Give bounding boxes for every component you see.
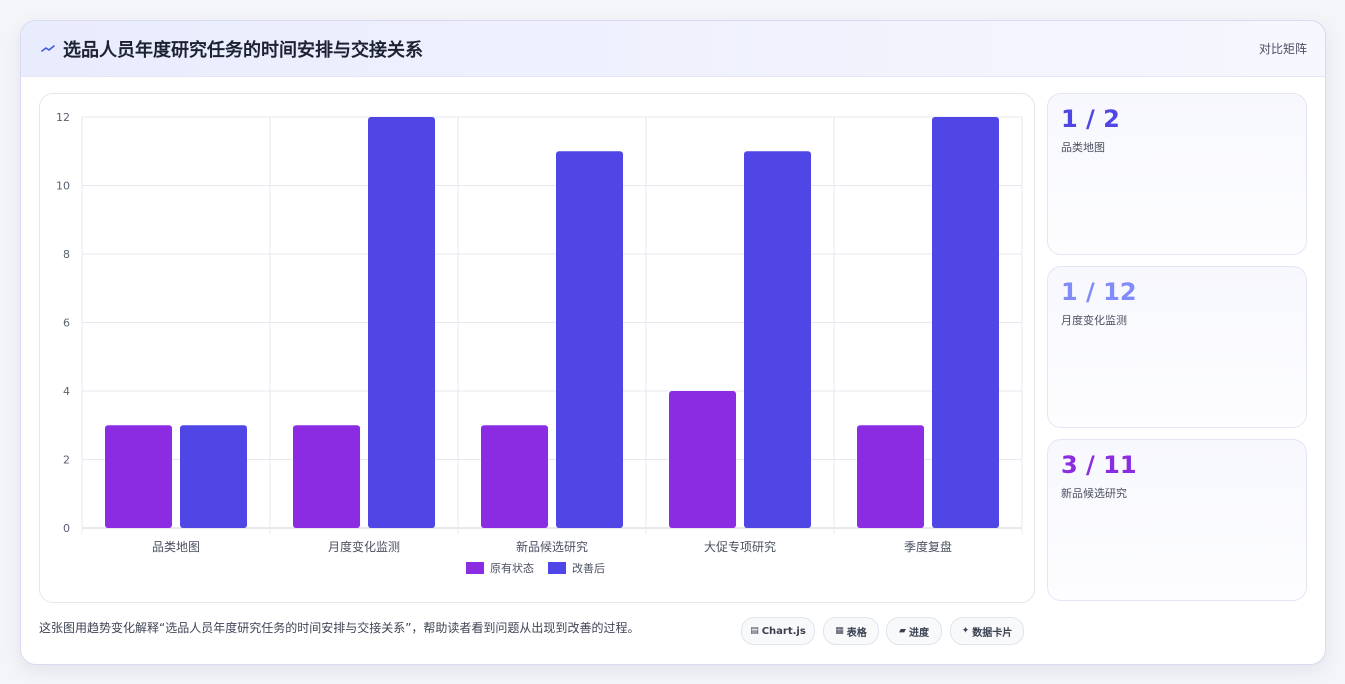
bar bbox=[481, 425, 548, 528]
legend-swatch bbox=[548, 562, 566, 574]
bar bbox=[857, 425, 924, 528]
chart-caption: 这张图用趋势变化解释“选品人员年度研究任务的时间安排与交接关系”，帮助读者看到问… bbox=[39, 621, 640, 635]
progress-tag-button[interactable]: ▰ 进度 bbox=[886, 617, 942, 645]
legend-swatch bbox=[466, 562, 484, 574]
bar bbox=[556, 151, 623, 528]
y-tick-label: 2 bbox=[63, 454, 70, 467]
bar bbox=[180, 425, 247, 528]
card-header: 选品人员年度研究任务的时间安排与交接关系 对比矩阵 bbox=[21, 21, 1325, 77]
x-tick-label: 大促专项研究 bbox=[704, 539, 776, 554]
bar bbox=[932, 117, 999, 528]
chart-panel: 0 2 4 6 8 10 12 品类地图 月度变化监测 新品候选研究 大促专项研究 季度复盘原有状态 改… bbox=[39, 93, 1035, 603]
trend-icon bbox=[41, 45, 55, 52]
pill-label: 表格 bbox=[846, 627, 867, 639]
stat-card-1: 1 / 2 品类地图 bbox=[1047, 93, 1307, 255]
data-card-tag-button[interactable]: ✦ 数据卡片 bbox=[950, 617, 1024, 645]
chartjs-tag-button[interactable]: ▤ Chart.js bbox=[741, 617, 815, 645]
y-tick-label: 10 bbox=[56, 180, 70, 193]
y-tick-label: 6 bbox=[63, 317, 70, 330]
legend-label: 改善后 bbox=[572, 561, 605, 575]
chart-icon: ▤ bbox=[750, 626, 759, 636]
bar bbox=[368, 117, 435, 528]
x-tick-label: 月度变化监测 bbox=[328, 539, 400, 554]
stat-value: 3 / 11 bbox=[1061, 451, 1137, 479]
table-tag-button[interactable]: ▦ 表格 bbox=[823, 617, 879, 645]
stat-card-2: 1 / 12 月度变化监测 bbox=[1047, 266, 1307, 428]
stat-value: 1 / 12 bbox=[1061, 278, 1137, 306]
x-tick-label: 新品候选研究 bbox=[516, 539, 588, 554]
stat-label: 品类地图 bbox=[1061, 141, 1105, 154]
sparkle-icon: ✦ bbox=[961, 626, 970, 636]
bar bbox=[669, 391, 736, 528]
stat-card-3: 3 / 11 新品候选研究 bbox=[1047, 439, 1307, 601]
report-card: 选品人员年度研究任务的时间安排与交接关系 对比矩阵 0 2 4 6 8 10 12 品类地图月… bbox=[20, 20, 1326, 665]
legend-label: 原有状态 bbox=[490, 561, 534, 575]
bar bbox=[293, 425, 360, 528]
pill-label: 进度 bbox=[908, 627, 929, 639]
bar bbox=[105, 425, 172, 528]
y-tick-label: 8 bbox=[63, 248, 70, 261]
x-tick-label: 品类地图 bbox=[152, 540, 200, 554]
table-icon: ▦ bbox=[835, 626, 844, 636]
page-title: 选品人员年度研究任务的时间安排与交接关系 bbox=[63, 40, 423, 61]
bar bbox=[744, 151, 811, 528]
stat-label: 月度变化监测 bbox=[1061, 314, 1127, 327]
y-tick-label: 12 bbox=[56, 111, 70, 124]
stat-value: 1 / 2 bbox=[1061, 105, 1120, 133]
compare-matrix-link[interactable]: 对比矩阵 bbox=[1258, 42, 1307, 56]
y-tick-label: 0 bbox=[63, 522, 70, 535]
x-tick-label: 季度复盘 bbox=[904, 539, 952, 554]
y-tick-label: 4 bbox=[63, 385, 70, 398]
pill-label: Chart.js bbox=[761, 625, 806, 637]
pill-label: 数据卡片 bbox=[972, 627, 1013, 639]
progress-icon: ▰ bbox=[899, 626, 906, 636]
stat-label: 新品候选研究 bbox=[1061, 487, 1127, 500]
